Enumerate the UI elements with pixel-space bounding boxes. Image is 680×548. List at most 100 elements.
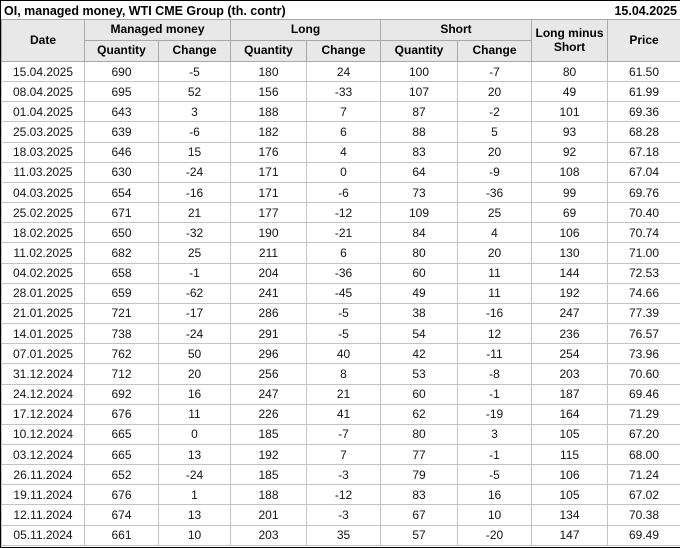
- cell-long-quantity: 180: [230, 60, 307, 83]
- cell-long-change: 0: [305, 161, 382, 183]
- cell-price: 72.53: [607, 262, 680, 284]
- report-date: 15.04.2025: [614, 3, 677, 18]
- cell-date: 24.12.2024: [1, 383, 85, 405]
- cell-short-quantity: 87: [380, 101, 459, 123]
- cell-mm-quantity: 738: [84, 323, 159, 345]
- cell-short-change: -20: [457, 524, 533, 547]
- cell-price: 71.00: [607, 242, 680, 264]
- cell-date: 25.03.2025: [1, 121, 85, 143]
- cell-mm-quantity: 665: [84, 443, 159, 466]
- cell-price: 67.20: [607, 423, 680, 445]
- cell-short-quantity: 88: [380, 121, 459, 143]
- cell-long-minus-short: 93: [531, 121, 609, 143]
- table-row: 14.01.2025 738 -24 291 -5 54 12 236 76.57: [1, 323, 680, 345]
- table-row: 04.03.2025 654 -16 171 -6 73 -36 99 69.76: [1, 181, 680, 204]
- table-row: 05.11.2024 661 10 203 35 57 -20 147 69.49: [1, 524, 680, 547]
- cell-long-quantity: 188: [230, 484, 307, 506]
- cell-date: 25.02.2025: [1, 202, 85, 224]
- cell-long-minus-short: 147: [531, 524, 609, 547]
- cell-long-quantity: 211: [230, 242, 307, 264]
- table-row: 18.03.2025 646 15 176 4 83 20 92 67.18: [1, 141, 680, 163]
- cell-mm-quantity: 692: [84, 383, 159, 405]
- cell-date: 03.12.2024: [1, 443, 85, 466]
- cell-long-change: 7: [305, 101, 382, 123]
- page-title: OI, managed money, WTI CME Group (th. co…: [4, 3, 286, 18]
- cell-mm-change: 3: [158, 101, 231, 123]
- cell-mm-change: -16: [158, 181, 231, 204]
- cell-price: 69.46: [607, 383, 680, 405]
- cell-mm-change: 15: [158, 141, 231, 163]
- table-header: Date Managed money Long Short Long minus…: [1, 19, 680, 62]
- cell-mm-quantity: 658: [84, 262, 159, 284]
- cell-mm-quantity: 665: [84, 423, 159, 445]
- cell-price: 68.00: [607, 443, 680, 466]
- cell-mm-quantity: 652: [84, 464, 159, 486]
- table-row: 11.03.2025 630 -24 171 0 64 -9 108 67.04: [1, 161, 680, 183]
- cell-long-quantity: 201: [230, 504, 307, 526]
- cell-long-quantity: 188: [230, 101, 307, 123]
- cell-long-quantity: 192: [230, 443, 307, 466]
- cell-long-minus-short: 69: [531, 202, 609, 224]
- cell-mm-change: 13: [158, 504, 231, 526]
- cell-long-change: -12: [305, 202, 382, 224]
- table-row: 11.02.2025 682 25 211 6 80 20 130 71.00: [1, 242, 680, 264]
- cell-long-quantity: 171: [230, 181, 307, 204]
- cell-short-quantity: 109: [380, 202, 459, 224]
- table-body: 15.04.2025 690 -5 180 24 100 -7 80 61.50 08.04.20…: [1, 60, 680, 547]
- cell-long-quantity: 156: [230, 81, 307, 103]
- cell-date: 19.11.2024: [1, 484, 85, 506]
- cell-date: 18.03.2025: [1, 141, 85, 163]
- header-sub-row: Quantity Change Quantity Change Quantity…: [2, 40, 680, 62]
- cell-short-change: 5: [457, 121, 533, 143]
- col-header-short-change: Change: [457, 40, 533, 62]
- cell-long-change: 35: [305, 524, 382, 547]
- cell-mm-quantity: 630: [84, 161, 159, 183]
- cell-short-quantity: 80: [380, 242, 459, 264]
- table-row: 25.02.2025 671 21 177 -12 109 25 69 70.40: [1, 202, 680, 224]
- col-header-price: Price: [607, 19, 680, 62]
- cell-short-quantity: 60: [380, 383, 459, 405]
- cell-price: 77.39: [607, 302, 680, 325]
- table-row: 26.11.2024 652 -24 185 -3 79 -5 106 71.24: [1, 464, 680, 486]
- cell-mm-change: 52: [158, 81, 231, 103]
- cell-short-quantity: 100: [380, 60, 459, 83]
- cell-mm-quantity: 682: [84, 242, 159, 264]
- cell-long-quantity: 256: [230, 363, 307, 385]
- cell-short-quantity: 73: [380, 181, 459, 204]
- cell-mm-change: 1: [158, 484, 231, 506]
- cell-price: 70.40: [607, 202, 680, 224]
- cell-long-change: -5: [305, 323, 382, 345]
- col-header-short-quantity: Quantity: [380, 40, 459, 62]
- cell-long-change: 21: [305, 383, 382, 405]
- cell-date: 18.02.2025: [1, 222, 85, 244]
- cell-short-change: -11: [457, 343, 533, 365]
- table-row: 15.04.2025 690 -5 180 24 100 -7 80 61.50: [1, 60, 680, 83]
- table-row: 08.04.2025 695 52 156 -33 107 20 49 61.99: [1, 81, 680, 103]
- cell-short-change: -16: [457, 302, 533, 325]
- cell-long-change: 40: [305, 343, 382, 365]
- cell-long-minus-short: 101: [531, 101, 609, 123]
- cell-short-quantity: 83: [380, 141, 459, 163]
- cell-long-change: 6: [305, 121, 382, 143]
- cell-long-minus-short: 247: [531, 302, 609, 325]
- cell-mm-change: -24: [158, 323, 231, 345]
- cell-long-minus-short: 254: [531, 343, 609, 365]
- cell-short-change: 3: [457, 423, 533, 445]
- cell-short-quantity: 42: [380, 343, 459, 365]
- cell-long-minus-short: 187: [531, 383, 609, 405]
- table-row: 12.11.2024 674 13 201 -3 67 10 134 70.38: [1, 504, 680, 526]
- cell-long-quantity: 296: [230, 343, 307, 365]
- cell-long-minus-short: 92: [531, 141, 609, 163]
- cell-price: 67.18: [607, 141, 680, 163]
- cell-long-quantity: 190: [230, 222, 307, 244]
- cell-mm-change: -5: [158, 60, 231, 83]
- cell-date: 04.03.2025: [1, 181, 85, 204]
- cell-long-change: -7: [305, 423, 382, 445]
- cell-date: 14.01.2025: [1, 323, 85, 345]
- cell-long-change: 8: [305, 363, 382, 385]
- cell-short-quantity: 84: [380, 222, 459, 244]
- cell-price: 71.24: [607, 464, 680, 486]
- cell-long-minus-short: 144: [531, 262, 609, 284]
- cell-short-quantity: 53: [380, 363, 459, 385]
